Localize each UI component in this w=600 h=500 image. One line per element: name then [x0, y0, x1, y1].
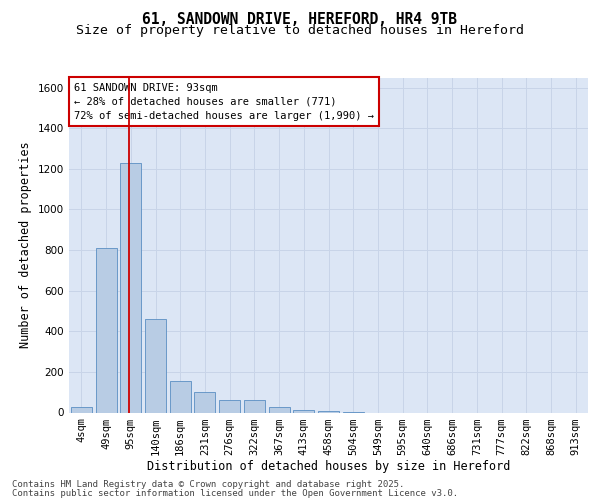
Text: Size of property relative to detached houses in Hereford: Size of property relative to detached ho… — [76, 24, 524, 37]
Y-axis label: Number of detached properties: Number of detached properties — [19, 142, 32, 348]
Bar — [194, 392, 215, 412]
Bar — [219, 400, 240, 412]
Bar — [244, 400, 265, 412]
Text: 61, SANDOWN DRIVE, HEREFORD, HR4 9TB: 61, SANDOWN DRIVE, HEREFORD, HR4 9TB — [143, 12, 458, 28]
X-axis label: Distribution of detached houses by size in Hereford: Distribution of detached houses by size … — [147, 460, 510, 473]
Bar — [71, 408, 92, 412]
Bar — [95, 248, 116, 412]
Text: Contains HM Land Registry data © Crown copyright and database right 2025.: Contains HM Land Registry data © Crown c… — [12, 480, 404, 489]
Bar — [170, 381, 191, 412]
Text: Contains public sector information licensed under the Open Government Licence v3: Contains public sector information licen… — [12, 488, 458, 498]
Bar — [269, 408, 290, 412]
Text: 61 SANDOWN DRIVE: 93sqm
← 28% of detached houses are smaller (771)
72% of semi-d: 61 SANDOWN DRIVE: 93sqm ← 28% of detache… — [74, 82, 374, 120]
Bar — [293, 410, 314, 412]
Bar — [145, 319, 166, 412]
Bar — [120, 163, 141, 412]
